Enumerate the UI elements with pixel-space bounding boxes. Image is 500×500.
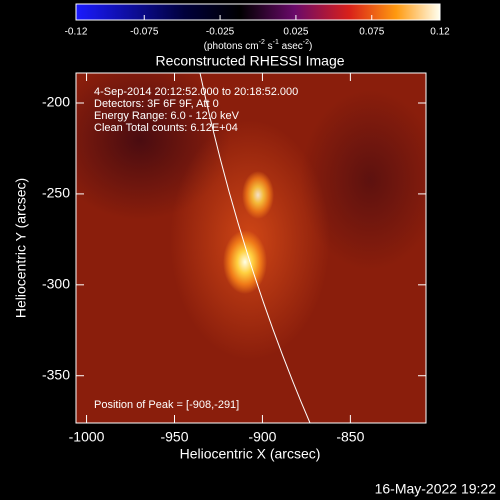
annotation: 4-Sep-2014 20:12:52.000 to 20:18:52.000 xyxy=(94,86,298,98)
colorbar-tick-label: 0.12 xyxy=(430,27,450,38)
y-tick-label: -250 xyxy=(42,185,70,201)
annotation: Clean Total counts: 6.12E+04 xyxy=(94,122,238,134)
colorbar-tick-label: -0.075 xyxy=(130,27,159,38)
colorbar-label-part: asec xyxy=(279,41,303,52)
colorbar-tick-label: -0.025 xyxy=(206,27,235,38)
x-tick-label: -950 xyxy=(160,429,188,445)
colorbar-label-part: ) xyxy=(309,41,312,52)
colorbar-tick-label: 0.075 xyxy=(359,27,384,38)
solar-limb xyxy=(199,73,311,423)
image xyxy=(76,73,426,423)
y-tick-label: -350 xyxy=(42,366,70,382)
x-axis-label: Heliocentric X (arcsec) xyxy=(180,446,321,462)
y-tick-label: -300 xyxy=(42,276,70,292)
x-tick-label: -1000 xyxy=(69,429,105,445)
colorbar-label-part: s xyxy=(265,41,273,52)
peak-label: Position of Peak = [-908,-291] xyxy=(94,399,239,411)
colorbar-tick-label: 0.025 xyxy=(283,27,308,38)
colorbar-label-part: (photons cm xyxy=(204,41,259,52)
plot-frame xyxy=(75,72,427,424)
colorbar-label-part: -2 xyxy=(303,39,309,46)
date-stamp: 16-May-2022 19:22 xyxy=(375,481,497,497)
annotation: Detectors: 3F 6F 9F, Att 0 xyxy=(94,98,219,110)
y-tick-label: -200 xyxy=(42,94,70,110)
chart-title: Reconstructed RHESSI Image xyxy=(155,53,344,69)
colorbar-label-part: -1 xyxy=(273,39,279,46)
colorbar-label-part: -2 xyxy=(259,39,265,46)
colorbar xyxy=(75,3,441,21)
colorbar-tick-label: -0.12 xyxy=(65,27,88,38)
y-axis-label: Heliocentric Y (arcsec) xyxy=(13,178,29,318)
x-tick-label: -900 xyxy=(248,429,276,445)
colorbar-label: (photons cm-2 s-1 asec-2) xyxy=(204,39,313,52)
annotation: Energy Range: 6.0 - 12.0 keV xyxy=(94,110,240,122)
x-tick-label: -850 xyxy=(336,429,364,445)
